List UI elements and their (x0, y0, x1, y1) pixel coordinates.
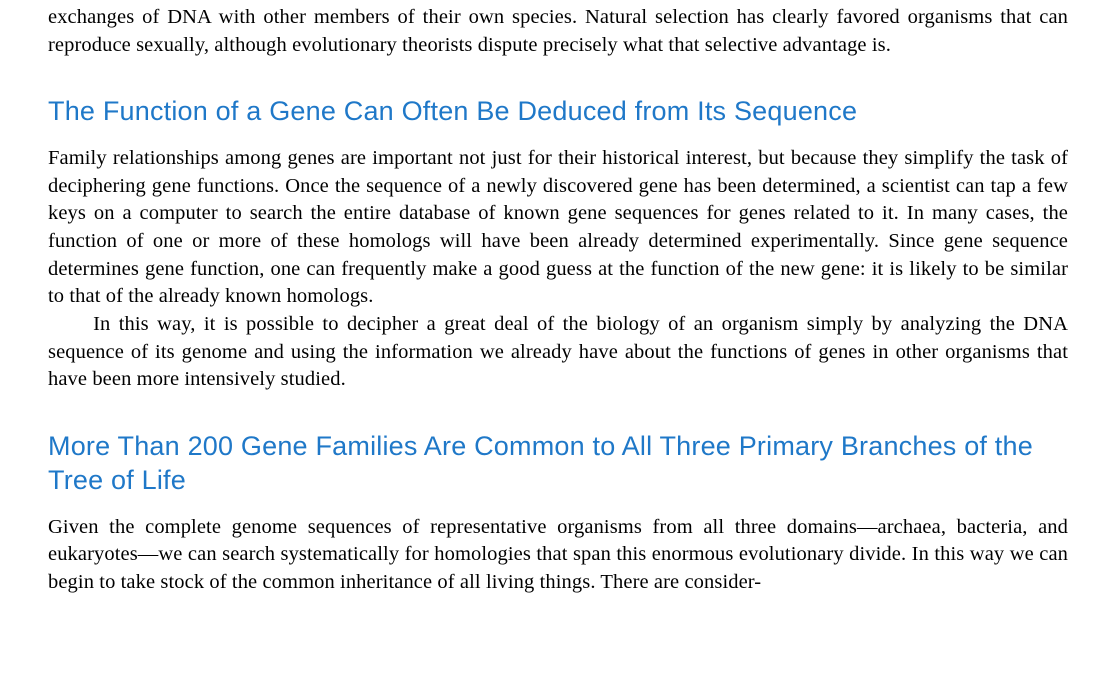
section-heading-gene-families: More Than 200 Gene Families Are Common t… (48, 430, 1068, 498)
intro-tail-paragraph: exchanges of DNA with other members of t… (48, 4, 1068, 59)
textbook-page: exchanges of DNA with other members of t… (0, 0, 1116, 597)
gene-function-paragraph-1: Family relationships among genes are imp… (48, 145, 1068, 311)
gene-function-paragraph-2: In this way, it is possible to decipher … (48, 311, 1068, 394)
section-heading-gene-function: The Function of a Gene Can Often Be Dedu… (48, 95, 1068, 129)
gene-families-paragraph-1: Given the complete genome sequences of r… (48, 514, 1068, 597)
